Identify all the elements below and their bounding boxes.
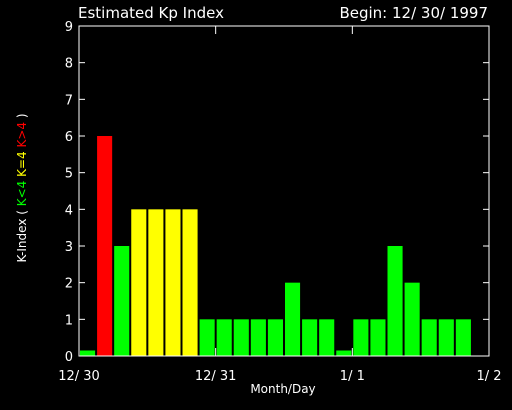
y-tick-label: 0 xyxy=(65,350,73,365)
y-tick-label: 3 xyxy=(65,240,73,255)
kp-bar xyxy=(336,350,352,356)
x-tick-label: 12/ 31 xyxy=(195,369,237,384)
chart-title: Estimated Kp Index xyxy=(78,4,224,22)
y-tick-label: 6 xyxy=(65,130,73,145)
y-label-part: K<4 xyxy=(15,176,29,207)
kp-bar xyxy=(250,319,266,356)
kp-bar xyxy=(319,319,335,356)
y-tick-label: 8 xyxy=(65,57,73,72)
kp-bar xyxy=(148,209,164,356)
y-axis-label: K-Index ( K<4 K=4 K>4 ) xyxy=(15,113,29,262)
x-axis-label: Month/Day xyxy=(250,382,316,396)
plot-frame xyxy=(78,25,490,357)
y-label-prefix: K-Index ( xyxy=(15,206,29,263)
kp-bar xyxy=(455,319,471,356)
kp-bar xyxy=(285,282,301,356)
y-label-part: K=4 xyxy=(15,147,29,177)
y-tick-label: 7 xyxy=(65,93,73,108)
kp-bar xyxy=(165,209,181,356)
kp-bar xyxy=(233,319,249,356)
kp-bar xyxy=(267,319,283,356)
y-label-suffix: ) xyxy=(15,113,29,122)
kp-bar xyxy=(114,246,130,356)
kp-bar xyxy=(353,319,369,356)
kp-bar xyxy=(370,319,386,356)
kp-bar xyxy=(302,319,318,356)
kp-bar xyxy=(97,136,113,356)
kp-bar xyxy=(216,319,232,356)
x-tick-label: 1/ 2 xyxy=(476,369,501,384)
y-tick-label: 1 xyxy=(65,313,73,328)
kp-bar xyxy=(387,246,403,356)
y-tick-label: 4 xyxy=(65,203,73,218)
y-tick-label: 2 xyxy=(65,277,73,292)
x-tick-label: 1/ 1 xyxy=(340,369,365,384)
begin-date-label: Begin: 12/ 30/ 1997 xyxy=(339,4,488,22)
y-tick-label: 9 xyxy=(65,20,73,35)
kp-bar xyxy=(80,350,96,356)
y-tick-label: 5 xyxy=(65,167,73,182)
kp-bar xyxy=(182,209,198,356)
kp-bar xyxy=(421,319,437,356)
kp-bar xyxy=(131,209,147,356)
kp-bar xyxy=(438,319,454,356)
x-tick-label: 12/ 30 xyxy=(58,369,100,384)
kp-bar xyxy=(199,319,215,356)
kp-bar xyxy=(404,282,420,356)
y-label-part: K>4 xyxy=(15,121,29,148)
